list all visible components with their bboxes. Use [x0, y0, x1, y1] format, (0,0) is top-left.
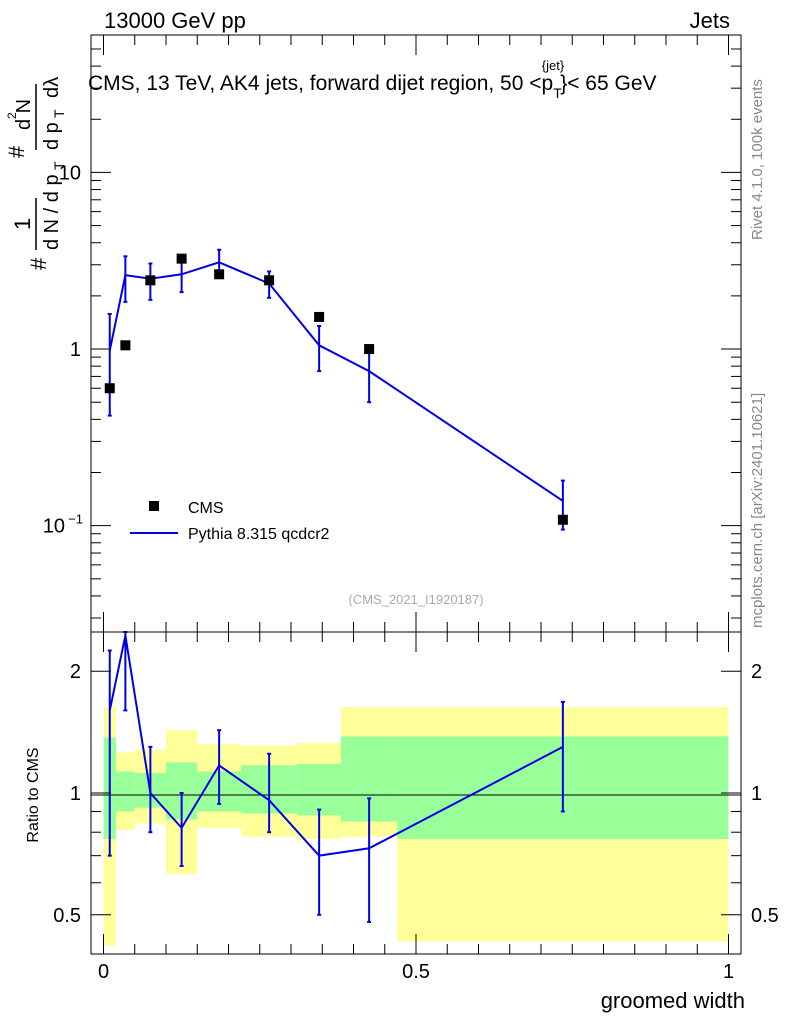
main-title: CMS, 13 TeV, AK4 jets, forward dijet reg…	[88, 58, 657, 101]
svg-text:2: 2	[5, 112, 19, 119]
ratio-y-tick-label-right: 1	[751, 783, 762, 805]
cms-data-point	[214, 269, 225, 280]
cms-data-point	[264, 275, 275, 286]
ratio-y-tick-label-left: 1	[70, 783, 81, 805]
main-y-tick-label: 1	[70, 339, 81, 361]
main-y-tick-exponent: −1	[68, 512, 83, 527]
ratio-y-axis-label: Ratio to CMS	[25, 747, 42, 842]
svg-text:d N: d N	[13, 99, 35, 130]
cms-data-point	[364, 344, 375, 355]
svg-text:#: #	[4, 145, 29, 158]
svg-text:d p: d p	[41, 122, 63, 150]
cms-data-point	[557, 514, 568, 525]
main-y-axis-label: # 1 d N / d p T # d p T d N 2 dλ	[4, 77, 67, 270]
ratio-inner-band	[297, 763, 341, 816]
ratio-y-tick-label-left: 2	[70, 661, 81, 683]
ratio-panel: 0.5 0.5 1 1 2 2 0 0.5 1	[53, 631, 779, 983]
cms-data-point	[104, 383, 115, 394]
svg-text:d N / d p: d N / d p	[41, 174, 63, 250]
ratio-curve	[108, 635, 564, 857]
svg-text:T: T	[51, 109, 67, 118]
legend-pythia-label: Pythia 8.315 qcdcr2	[188, 526, 330, 543]
svg-text:dλ: dλ	[41, 77, 63, 98]
legend-cms-marker	[149, 501, 159, 511]
header-right: Jets	[690, 8, 730, 33]
pythia-curve	[108, 261, 564, 502]
main-y-tick-label: 10	[59, 162, 81, 184]
ratio-y-tick-label-right: 0.5	[751, 905, 779, 927]
main-watermark: (CMS_2021_I1920187)	[348, 592, 483, 607]
svg-text:T: T	[51, 161, 67, 170]
cms-data-point	[145, 275, 156, 286]
side-site-label: mcplots.cern.ch [arXiv:2401.10621]	[749, 393, 766, 628]
x-tick-label: 0	[98, 961, 109, 983]
ratio-inner-band	[116, 771, 135, 812]
header-left: 13000 GeV pp	[104, 8, 246, 33]
cms-data-point	[176, 253, 187, 264]
ratio-y-tick-label-left: 0.5	[53, 905, 81, 927]
cms-data-point	[314, 311, 325, 322]
x-tick-label: 1	[723, 961, 734, 983]
x-axis-label: groomed width	[601, 988, 745, 1013]
ratio-y-tick-label-right: 2	[751, 661, 762, 683]
main-y-tick-label: 10	[43, 516, 65, 538]
x-tick-label: 0.5	[402, 961, 430, 983]
svg-text:#: #	[26, 257, 51, 270]
svg-text:1: 1	[10, 218, 35, 230]
cms-data-point	[120, 340, 131, 351]
legend-cms-label: CMS	[188, 500, 224, 517]
side-rivet-label: Rivet 4.1.0, 100k events	[749, 79, 766, 240]
legend: CMS Pythia 8.315 qcdcr2	[130, 500, 330, 543]
